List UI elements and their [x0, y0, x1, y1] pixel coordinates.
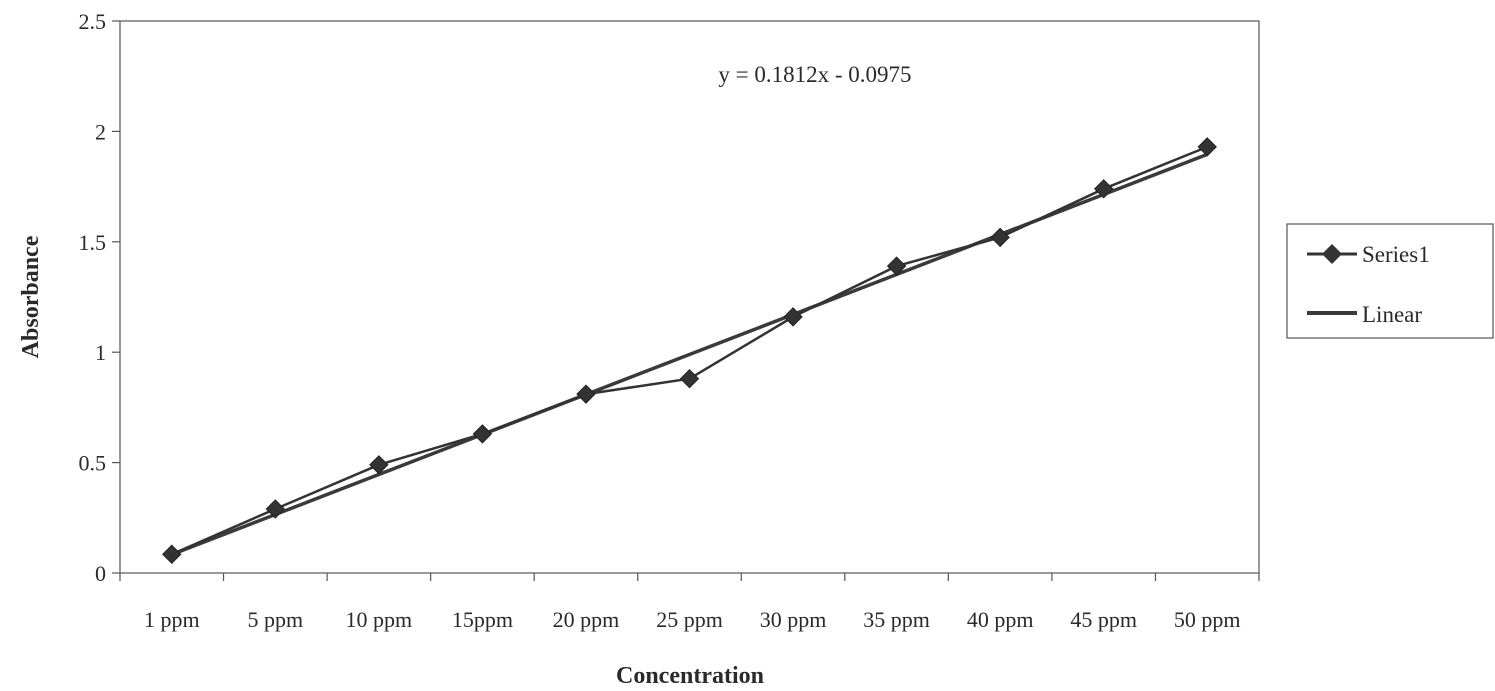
series1-point — [162, 544, 182, 564]
legend-series1-marker — [1322, 244, 1342, 264]
x-tick-label: 5 ppm — [248, 607, 304, 632]
x-tick-label: 45 ppm — [1070, 607, 1137, 632]
y-tick-label: 0 — [95, 561, 106, 586]
x-tick-label: 1 ppm — [144, 607, 200, 632]
series1-point — [265, 499, 286, 519]
series1-point — [886, 256, 907, 276]
series1-point — [472, 424, 493, 444]
legend: Series1 Linear — [1286, 223, 1494, 339]
x-tick-label: 25 ppm — [656, 607, 723, 632]
series1-point — [783, 307, 803, 327]
x-tick-label: 35 ppm — [863, 607, 930, 632]
x-tick-label: 20 ppm — [553, 607, 620, 632]
legend-series1-label: Series1 — [1362, 242, 1430, 267]
series1-point — [1197, 137, 1217, 157]
x-axis-title: Concentration — [616, 663, 764, 689]
series1-point — [369, 455, 389, 475]
x-tick-label: 50 ppm — [1174, 607, 1241, 632]
x-tick-label: 40 ppm — [967, 607, 1034, 632]
y-tick-label: 1 — [95, 340, 106, 365]
y-tick-label: 2.5 — [79, 9, 107, 34]
series1-point — [679, 368, 700, 389]
series1-point — [1093, 179, 1114, 199]
series1-point — [576, 384, 596, 404]
x-tick-label: 30 ppm — [760, 607, 827, 632]
series1-point — [990, 227, 1010, 248]
legend-linear-label: Linear — [1362, 302, 1422, 327]
trendline-equation: y = 0.1812x - 0.0975 — [718, 62, 911, 87]
y-tick-label: 0.5 — [79, 451, 107, 476]
y-axis-title: Absorbance — [18, 235, 44, 358]
legend-box — [1286, 223, 1494, 339]
x-tick-label: 10 ppm — [346, 607, 413, 632]
plot-area — [119, 20, 1260, 574]
y-tick-label: 2 — [95, 119, 106, 144]
y-tick-label: 1.5 — [79, 230, 107, 255]
x-tick-label: 15ppm — [452, 607, 513, 632]
